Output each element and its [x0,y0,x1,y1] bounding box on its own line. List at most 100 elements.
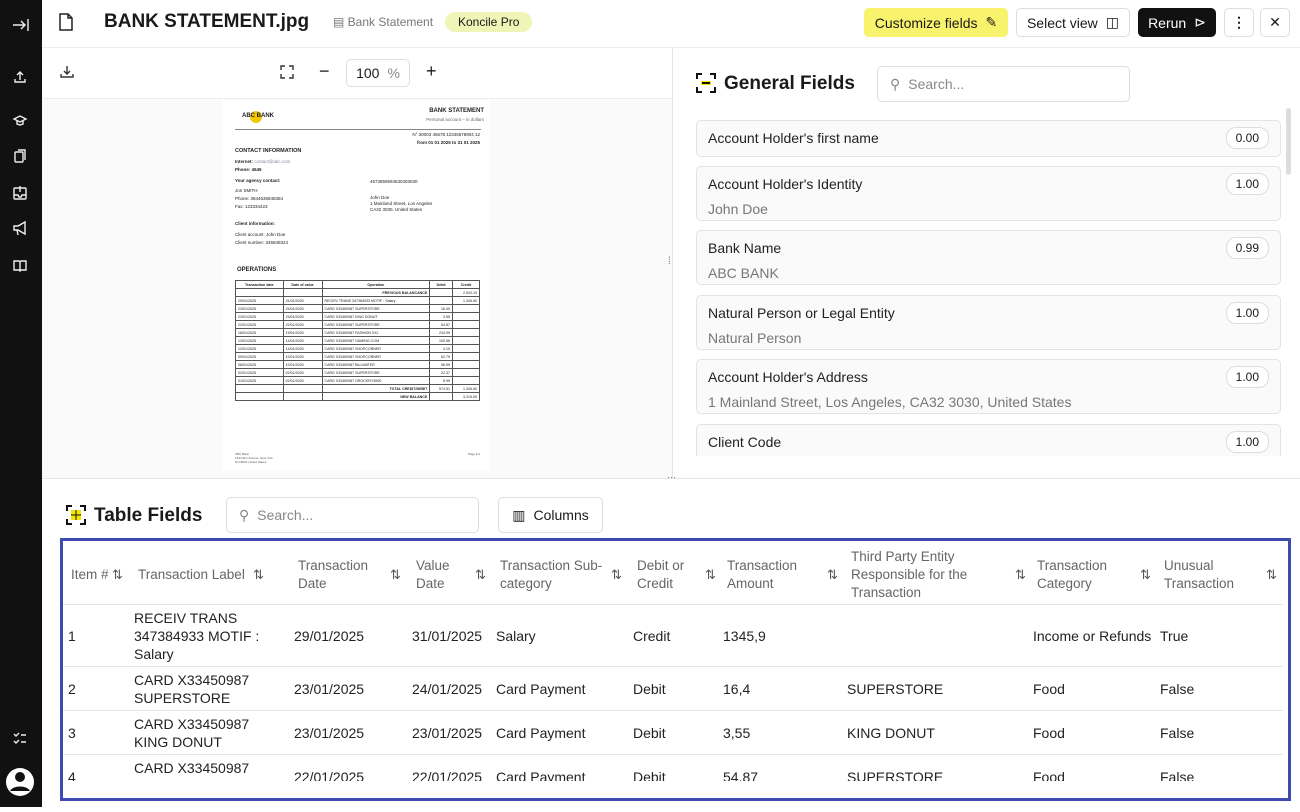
customize-button[interactable]: Customize fields ✎ [864,8,1008,37]
tasks-icon[interactable] [13,732,26,744]
field-label: Account Holder's Identity [708,176,863,192]
sort-icon[interactable]: ⇅ [705,567,716,582]
avatar[interactable] [6,768,34,796]
search-icon: ⚲ [890,75,901,92]
inbox-icon[interactable] [13,186,27,200]
table-frame [60,538,1291,801]
table-cell: 1345,9 [723,628,766,644]
sidebar [0,0,42,807]
doc-table-cell: NEW BALANCE [321,392,431,401]
columns-button[interactable]: ▥ Columns [498,497,603,533]
general-fields-list: Account Holder's first name 0.00 Account H… [696,120,1281,456]
sort-icon[interactable]: ⇅ [112,567,123,582]
table-cell: Card Payment [496,724,586,741]
table-cell: 24/01/2025 [412,680,483,697]
fullscreen-icon[interactable] [280,65,294,79]
doc-footer-line: ABC Bank [235,452,249,456]
sort-icon[interactable]: ⇅ [1266,567,1277,582]
table-cell: 22/01/2025 [412,768,483,782]
row-divider [63,754,1283,755]
field-card[interactable]: Account Holder's Address 1.00 1 Mainland S… [696,359,1281,414]
table-cell: Food [1033,680,1065,697]
table-cell: 23/01/2025 [294,724,365,741]
general-search[interactable]: ⚲ Search... [877,66,1130,102]
table-cell: 22/01/2025 [294,768,365,782]
column-header: Debit or Credit [637,558,685,591]
field-confidence: 0.99 [1225,237,1269,259]
h-resize-handle[interactable]: ⋯ [667,472,676,482]
announce-icon[interactable] [13,220,26,236]
table-cell: CARD X33450987 KING DONUT [134,715,250,750]
table-cell: RECEIV TRANS 347384933 MOTIF : Salary [134,610,260,662]
column-header: Transaction Sub-category [500,558,603,591]
table-cell: 16,4 [723,680,751,697]
customize-label: Customize fields [874,14,978,31]
book-icon[interactable] [13,260,27,272]
expand-icon[interactable] [13,19,29,31]
field-card[interactable]: Account Holder's Identity 1.00 John Doe [696,166,1281,221]
row-divider [63,710,1283,711]
more-button[interactable]: ⋮ [1224,8,1254,37]
zoom-out[interactable]: − [319,61,330,81]
doc-internet-value: contact@abc.com [254,159,291,164]
v-resize-handle[interactable]: ⁞ [668,256,671,267]
sidebar-icons [6,19,34,796]
document-page: ABC BANK BANK STATEMENT Personal account… [222,100,490,470]
select-view-label: Select view [1026,14,1098,31]
table-cell: Credit [633,628,671,644]
field-value: ABC BANK [708,265,779,281]
field-label: Account Holder's Address [708,369,868,385]
zoom-in[interactable]: + [426,61,437,81]
download-icon[interactable] [60,65,74,79]
upload-icon[interactable] [14,71,26,83]
table-cell: KING DONUT [847,724,935,741]
sort-icon[interactable]: ⇅ [253,567,264,582]
column-header: Value Date [416,558,450,591]
field-value: 1 Mainland Street, Los Angeles, CA32 303… [708,394,1072,410]
table-cell: False [1160,680,1195,697]
table-cell: Debit [633,768,666,782]
field-value: Natural Person [708,330,802,346]
doc-agent-phone: Phone: 3844635848384 [235,196,284,201]
plan-badge: Koncile Pro [445,12,533,32]
table-fields-icon [66,505,86,525]
field-card[interactable]: Client Code 1.00 [696,424,1281,456]
doc-bank: ABC BANK [242,113,274,119]
sort-icon[interactable]: ⇅ [611,567,622,582]
doc-table-cell: 3,315.09 [451,392,481,401]
doc-period: from 01 01 2025 to 31 01 2025 [416,140,480,145]
field-label: Natural Person or Legal Entity [708,305,895,321]
doc-client-name: John Doe [370,195,390,200]
table-search[interactable]: ⚲ Search... [226,497,479,533]
close-button[interactable]: ✕ [1260,8,1290,37]
layout-icon: ◫ [1105,14,1120,30]
sort-icon[interactable]: ⇅ [390,567,401,582]
table-cell: 1 [68,628,76,644]
field-card[interactable]: Account Holder's first name 0.00 [696,120,1281,157]
h-divider [42,478,1300,479]
doc-subtitle: Personal account – in dollars [426,117,484,122]
doc-table-row: 23/01/2025 23/01/2025 CARD X33450987 KING … [235,312,481,321]
sort-icon[interactable]: ⇅ [827,567,838,582]
table: Item # ⇅ Transaction Label ⇅ Transaction Dat… [63,549,1283,782]
table-cell: Food [1033,768,1065,782]
sort-icon[interactable]: ⇅ [475,567,486,582]
sort-icon[interactable]: ⇅ [1140,567,1151,582]
field-card[interactable]: Natural Person or Legal Entity 1.00 Natura… [696,295,1281,350]
doc-account: N° 30003 45678 12345678904 12 [412,132,480,137]
select-view-button[interactable]: Select view ◫ [1016,8,1130,37]
table-cell: 4 [68,768,76,782]
rerun-button[interactable]: Rerun ⊳ [1138,8,1216,37]
doc-operations-heading: OPERATIONS [237,267,277,273]
field-label: Bank Name [708,240,782,256]
table-cell: SUPERSTORE [847,680,944,697]
table-fields-title: Table Fields [94,505,203,526]
doc-title: BANK STATEMENT [429,108,484,114]
learn-icon[interactable] [12,115,28,126]
general-fields-icon [696,73,716,93]
zoom-input[interactable]: 100% [346,59,410,87]
docs-icon[interactable] [14,149,26,163]
field-card[interactable]: Bank Name 0.99 ABC BANK [696,230,1281,285]
sort-icon[interactable]: ⇅ [1015,567,1026,582]
